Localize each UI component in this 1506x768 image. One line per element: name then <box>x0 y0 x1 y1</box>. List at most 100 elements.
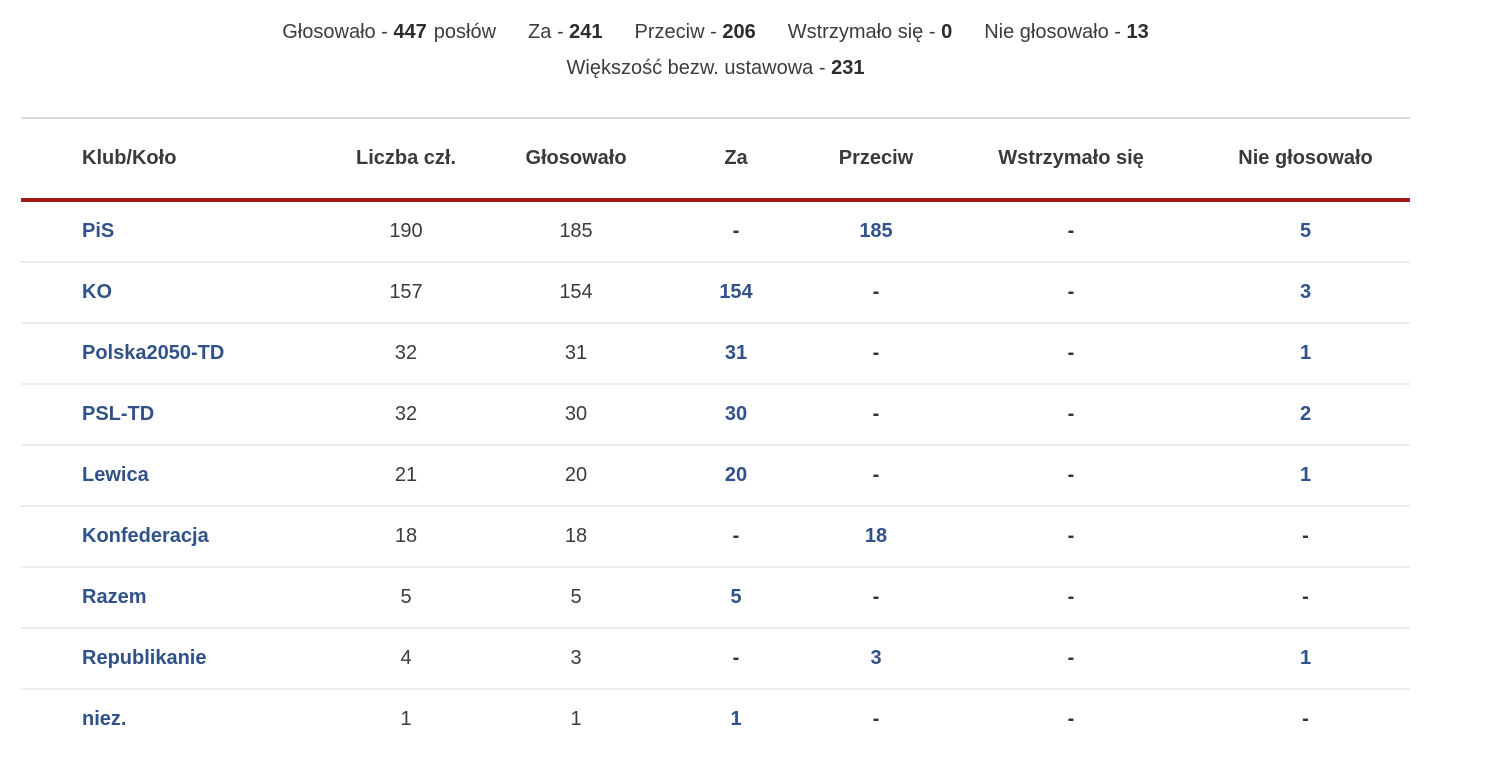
przeciw-count: - <box>872 708 880 730</box>
club-link[interactable]: KO <box>82 281 112 303</box>
voted-count: 30 <box>564 403 588 425</box>
members-count: 1 <box>400 708 412 730</box>
members-count: 21 <box>394 464 418 486</box>
za-count[interactable]: 154 <box>719 281 753 303</box>
table-row: niez. 1 1 1 - - - <box>21 690 1410 749</box>
voted-count: 20 <box>564 464 588 486</box>
wstrzymalo-count: - <box>1067 342 1075 364</box>
summary-przeciw-label: Przeciw - <box>634 21 723 43</box>
summary-nie-glosowalo-label: Nie głosowało - <box>984 21 1127 43</box>
przeciw-count: - <box>872 281 880 303</box>
za-count: - <box>732 525 740 547</box>
summary-za-label: Za - <box>528 21 570 43</box>
members-count: 190 <box>389 220 423 242</box>
summary-nie-glosowalo-value: 13 <box>1126 21 1149 43</box>
za-count[interactable]: 1 <box>730 708 742 730</box>
header-nie-glosowalo: Nie głosowało <box>1238 147 1373 169</box>
nie-glosowalo-count[interactable]: 3 <box>1299 281 1312 303</box>
majority-label: Większość bezw. ustawowa - <box>566 57 832 79</box>
header-wstrzymalo: Wstrzymało się <box>998 147 1144 169</box>
club-link[interactable]: Republikanie <box>82 647 207 669</box>
przeciw-count[interactable]: 18 <box>864 525 888 547</box>
members-count: 18 <box>394 525 418 547</box>
majority-line: Większość bezw. ustawowa - 231 <box>21 55 1410 81</box>
przeciw-count[interactable]: 185 <box>859 220 893 242</box>
summary-wstrzymalo-label: Wstrzymało się - <box>787 21 942 43</box>
nie-glosowalo-count[interactable]: 2 <box>1299 403 1312 425</box>
table-header-row: Klub/Koło Liczba czł. Głosowało Za Przec… <box>21 117 1410 202</box>
vote-summary: Głosowało - 447 posłów Za - 241 Przeciw - 2… <box>21 0 1410 81</box>
summary-glosowalo-value: 447 <box>393 21 427 43</box>
vote-summary-line1: Głosowało - 447 posłów Za - 241 Przeciw - 2… <box>21 19 1410 45</box>
nie-glosowalo-count: - <box>1302 586 1309 608</box>
nie-glosowalo-count: - <box>1302 525 1309 547</box>
table-body: PiS 190 185 - 185 - 5 KO 157 154 154 - -… <box>21 202 1410 749</box>
nie-glosowalo-count[interactable]: 1 <box>1299 647 1312 669</box>
table-row: Polska2050-TD 32 31 31 - - 1 <box>21 324 1410 385</box>
wstrzymalo-count: - <box>1067 586 1075 608</box>
members-count: 4 <box>400 647 412 669</box>
members-count: 32 <box>394 403 418 425</box>
nie-glosowalo-count[interactable]: 1 <box>1299 342 1312 364</box>
przeciw-count[interactable]: 3 <box>870 647 882 669</box>
club-link[interactable]: Lewica <box>82 464 149 486</box>
wstrzymalo-count: - <box>1067 220 1075 242</box>
club-link[interactable]: Razem <box>82 586 147 608</box>
members-count: 32 <box>394 342 418 364</box>
za-count[interactable]: 5 <box>730 586 742 608</box>
members-count: 157 <box>389 281 423 303</box>
voted-count: 154 <box>559 281 593 303</box>
club-link[interactable]: Polska2050-TD <box>82 342 225 364</box>
wstrzymalo-count: - <box>1067 647 1075 669</box>
za-count: - <box>732 647 740 669</box>
nie-glosowalo-count: - <box>1302 708 1309 730</box>
table-row: PiS 190 185 - 185 - 5 <box>21 202 1410 263</box>
przeciw-count: - <box>872 464 880 486</box>
header-club: Klub/Koło <box>82 147 177 169</box>
votes-table: Klub/Koło Liczba czł. Głosowało Za Przec… <box>21 117 1410 749</box>
summary-przeciw-value: 206 <box>722 21 756 43</box>
voted-count: 1 <box>570 708 582 730</box>
voted-count: 3 <box>570 647 582 669</box>
club-link[interactable]: PiS <box>82 220 115 242</box>
za-count[interactable]: 31 <box>724 342 748 364</box>
wstrzymalo-count: - <box>1067 464 1075 486</box>
za-count[interactable]: 20 <box>724 464 748 486</box>
club-link[interactable]: Konfederacja <box>82 525 209 547</box>
summary-glosowalo-label: Głosowało - <box>282 21 394 43</box>
summary-wstrzymalo-value: 0 <box>941 21 953 43</box>
wstrzymalo-count: - <box>1067 525 1075 547</box>
wstrzymalo-count: - <box>1067 403 1075 425</box>
za-count: - <box>732 220 740 242</box>
voted-count: 31 <box>564 342 588 364</box>
table-row: KO 157 154 154 - - 3 <box>21 263 1410 324</box>
przeciw-count: - <box>872 586 880 608</box>
summary-przeciw: Przeciw - 206 <box>635 21 756 43</box>
przeciw-count: - <box>872 342 880 364</box>
content-area: Głosowało - 447 posłów Za - 241 Przeciw - 2… <box>21 0 1410 749</box>
table-row: Lewica 21 20 20 - - 1 <box>21 446 1410 507</box>
przeciw-count: - <box>872 403 880 425</box>
table-row: Razem 5 5 5 - - - <box>21 568 1410 629</box>
voted-count: 18 <box>564 525 588 547</box>
members-count: 5 <box>400 586 412 608</box>
club-link[interactable]: niez. <box>82 708 127 730</box>
table-row: PSL-TD 32 30 30 - - 2 <box>21 385 1410 446</box>
voted-count: 5 <box>570 586 582 608</box>
club-link[interactable]: PSL-TD <box>82 403 155 425</box>
summary-wstrzymalo: Wstrzymało się - 0 <box>788 21 952 43</box>
summary-za-value: 241 <box>569 21 603 43</box>
summary-glosowalo-suffix: posłów <box>433 21 497 43</box>
voted-count: 185 <box>559 220 593 242</box>
header-przeciw: Przeciw <box>838 147 914 169</box>
header-za: Za <box>724 147 748 169</box>
nie-glosowalo-count[interactable]: 1 <box>1299 464 1312 486</box>
nie-glosowalo-count[interactable]: 5 <box>1299 220 1312 242</box>
table-row: Republikanie 4 3 - 3 - 1 <box>21 629 1410 690</box>
summary-nie-glosowalo: Nie głosowało - 13 <box>984 21 1149 43</box>
header-voted: Głosowało <box>525 147 627 169</box>
table-row: Konfederacja 18 18 - 18 - - <box>21 507 1410 568</box>
wstrzymalo-count: - <box>1067 281 1075 303</box>
za-count[interactable]: 30 <box>724 403 748 425</box>
